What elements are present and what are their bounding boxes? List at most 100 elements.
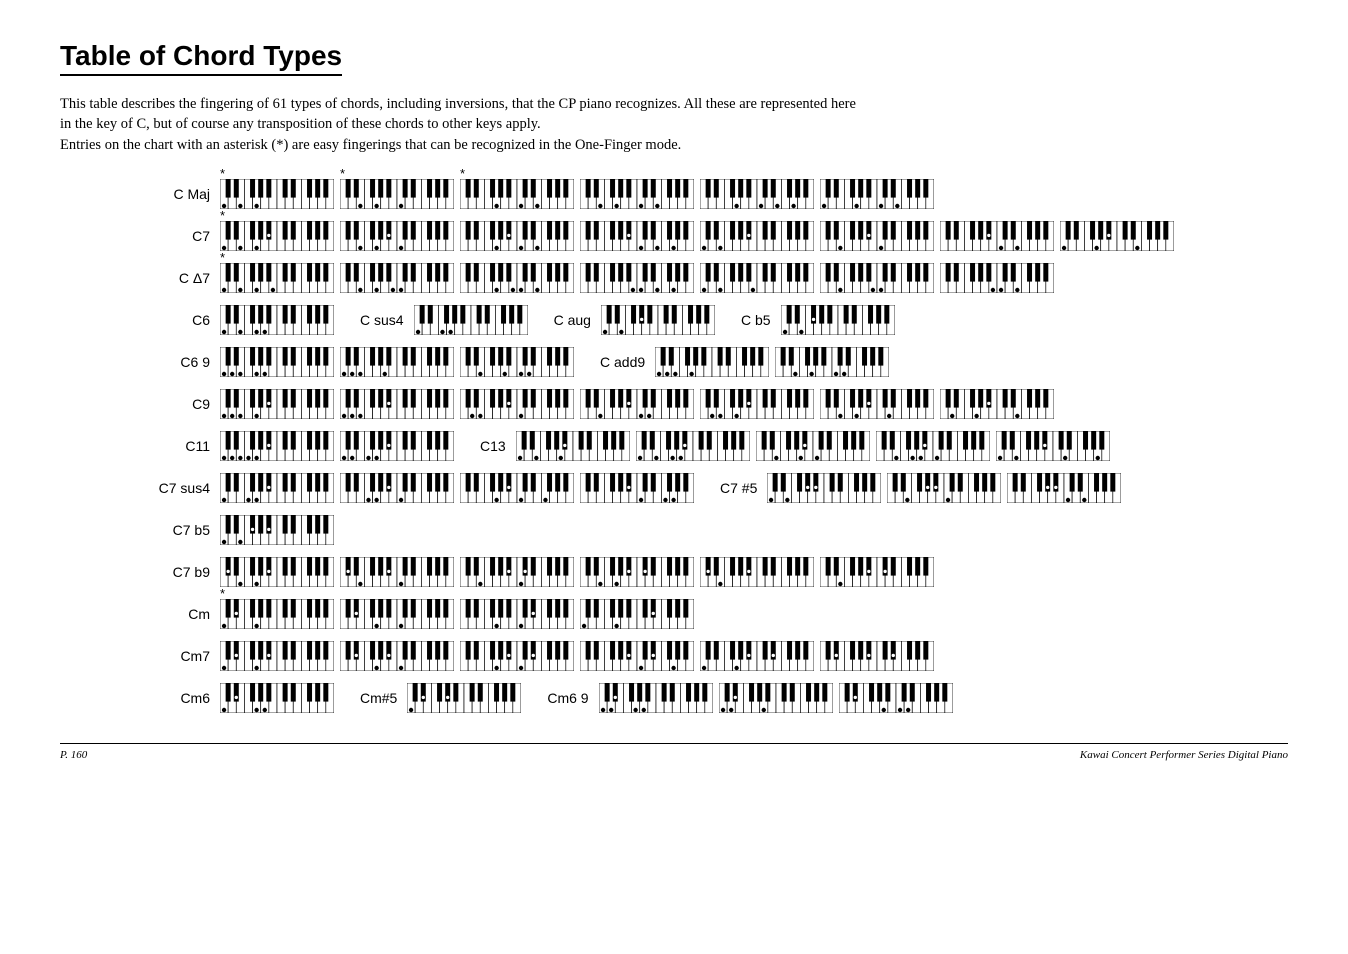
chord-inline-label: C13 bbox=[460, 438, 516, 454]
keyboard-diagram bbox=[700, 221, 814, 251]
intro-p1: This table describes the fingering of 61… bbox=[60, 96, 856, 132]
keyboard-diagram bbox=[340, 641, 454, 671]
chord-inline-label: C7 #5 bbox=[700, 480, 767, 496]
keyboard-diagram bbox=[719, 683, 833, 713]
keyboard-diagram bbox=[460, 263, 574, 293]
asterisk-icon: * bbox=[220, 250, 225, 265]
keyboard-diagram bbox=[460, 599, 574, 629]
keyboard-diagram: * bbox=[220, 221, 334, 251]
keyboard-diagram bbox=[887, 473, 1001, 503]
keyboard-diagram bbox=[820, 179, 934, 209]
chord-label: C9 bbox=[140, 396, 220, 412]
keyboard-diagram bbox=[876, 431, 990, 461]
keyboard-diagram bbox=[700, 557, 814, 587]
keyboard-diagram bbox=[820, 263, 934, 293]
asterisk-icon: * bbox=[340, 166, 345, 181]
keyboard-diagram bbox=[580, 557, 694, 587]
chord-label: C7 b9 bbox=[140, 564, 220, 580]
chord-label: Cm7 bbox=[140, 648, 220, 664]
keyboard-diagram bbox=[220, 473, 334, 503]
chord-label: C7 b5 bbox=[140, 522, 220, 538]
keyboard-diagram bbox=[340, 473, 454, 503]
keyboard-diagram bbox=[460, 473, 574, 503]
keyboard-diagram bbox=[839, 683, 953, 713]
intro-p2: Entries on the chart with an asterisk (*… bbox=[60, 137, 681, 153]
keyboard-diagram bbox=[340, 557, 454, 587]
footer-credit: Kawai Concert Performer Series Digital P… bbox=[1080, 749, 1288, 761]
keyboard-diagram bbox=[580, 473, 694, 503]
keyboard-diagram bbox=[756, 431, 870, 461]
asterisk-icon: * bbox=[220, 208, 225, 223]
keyboard-diagram bbox=[820, 557, 934, 587]
keyboard-diagram bbox=[340, 431, 454, 461]
chord-row: C7 b5 bbox=[140, 515, 1288, 545]
chord-row: C6 9C add9 bbox=[140, 347, 1288, 377]
keyboard-diagram bbox=[655, 347, 769, 377]
chord-label: Cm6 bbox=[140, 690, 220, 706]
chord-inline-label: Cm#5 bbox=[340, 690, 407, 706]
keyboard-diagram bbox=[775, 347, 889, 377]
chord-inline-label: Cm6 9 bbox=[527, 690, 598, 706]
keyboard-diagram bbox=[460, 389, 574, 419]
keyboard-diagram bbox=[340, 263, 454, 293]
keyboard-diagram: * bbox=[220, 263, 334, 293]
keyboard-diagram bbox=[220, 683, 334, 713]
keyboard-diagram: * bbox=[220, 599, 334, 629]
keyboard-diagram bbox=[407, 683, 521, 713]
keyboard-diagram bbox=[580, 389, 694, 419]
keyboard-diagram bbox=[220, 431, 334, 461]
chord-chart: C Maj***C7*C Δ7*C6C sus4C augC b5C6 9C a… bbox=[140, 179, 1288, 713]
keyboard-diagram bbox=[700, 641, 814, 671]
chord-row: C9 bbox=[140, 389, 1288, 419]
keyboard-diagram bbox=[220, 347, 334, 377]
keyboard-diagram bbox=[820, 221, 934, 251]
keyboard-diagram bbox=[340, 221, 454, 251]
keyboard-diagram bbox=[767, 473, 881, 503]
keyboard-diagram bbox=[1060, 221, 1174, 251]
chord-row: C Maj*** bbox=[140, 179, 1288, 209]
keyboard-diagram bbox=[460, 641, 574, 671]
keyboard-diagram bbox=[940, 263, 1054, 293]
keyboard-diagram: * bbox=[460, 179, 574, 209]
chord-row: C7 sus4C7 #5 bbox=[140, 473, 1288, 503]
asterisk-icon: * bbox=[220, 586, 225, 601]
keyboard-diagram bbox=[700, 179, 814, 209]
keyboard-diagram bbox=[220, 389, 334, 419]
chord-inline-label: C sus4 bbox=[340, 312, 414, 328]
keyboard-diagram bbox=[1007, 473, 1121, 503]
chord-row: C Δ7* bbox=[140, 263, 1288, 293]
page-title: Table of Chord Types bbox=[60, 40, 342, 76]
keyboard-diagram bbox=[636, 431, 750, 461]
chord-row: C11 C13 bbox=[140, 431, 1288, 461]
keyboard-diagram bbox=[700, 263, 814, 293]
keyboard-diagram bbox=[220, 515, 334, 545]
chord-label: C Maj bbox=[140, 186, 220, 202]
keyboard-diagram bbox=[580, 599, 694, 629]
keyboard-diagram bbox=[414, 305, 528, 335]
chord-inline-label: C aug bbox=[534, 312, 601, 328]
keyboard-diagram bbox=[820, 389, 934, 419]
keyboard-diagram bbox=[580, 221, 694, 251]
keyboard-diagram bbox=[580, 641, 694, 671]
chord-inline-label: C add9 bbox=[580, 354, 655, 370]
keyboard-diagram bbox=[996, 431, 1110, 461]
chord-label: C Δ7 bbox=[140, 270, 220, 286]
chord-label: C7 bbox=[140, 228, 220, 244]
keyboard-diagram bbox=[599, 683, 713, 713]
keyboard-diagram bbox=[940, 389, 1054, 419]
chord-label: C11 bbox=[140, 438, 220, 454]
keyboard-diagram bbox=[460, 221, 574, 251]
chord-row: Cm* bbox=[140, 599, 1288, 629]
keyboard-diagram: * bbox=[220, 179, 334, 209]
page-footer: P. 160 Kawai Concert Performer Series Di… bbox=[60, 743, 1288, 761]
chord-row: Cm7 bbox=[140, 641, 1288, 671]
asterisk-icon: * bbox=[220, 166, 225, 181]
keyboard-diagram bbox=[820, 641, 934, 671]
keyboard-diagram bbox=[340, 389, 454, 419]
keyboard-diagram bbox=[460, 557, 574, 587]
chord-inline-label: C b5 bbox=[721, 312, 781, 328]
keyboard-diagram bbox=[340, 599, 454, 629]
chord-row: C6C sus4C augC b5 bbox=[140, 305, 1288, 335]
keyboard-diagram bbox=[516, 431, 630, 461]
page-number: P. 160 bbox=[60, 749, 87, 761]
